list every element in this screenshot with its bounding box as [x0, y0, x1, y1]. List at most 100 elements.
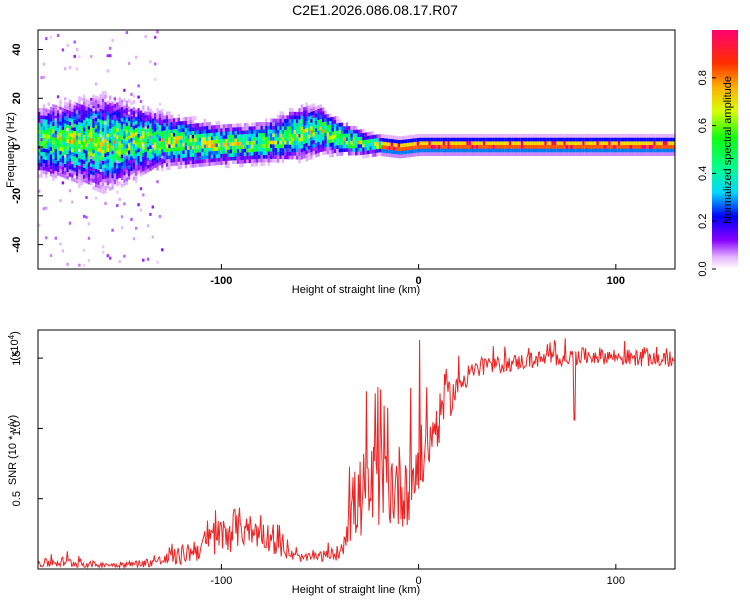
spectrogram-cell: [99, 108, 102, 113]
spectrogram-cell: [239, 159, 242, 164]
spectrogram-cell: [279, 155, 282, 160]
spectrogram-cell: [175, 136, 178, 141]
spectrogram-cell: [177, 114, 180, 118]
spectrogram-cell: [106, 115, 109, 119]
spectrogram-cell: [305, 117, 308, 121]
spectrogram-speckle: [54, 236, 57, 240]
spectrogram-cell: [634, 133, 637, 138]
spectrogram-cell: [449, 137, 453, 142]
spectrogram-cell: [241, 130, 244, 135]
spectrogram-cell: [163, 122, 166, 127]
spectrogram-cell: [73, 127, 76, 132]
spectrogram-speckle: [90, 156, 93, 160]
spectrogram-cell: [239, 152, 242, 157]
spectrogram-cell: [99, 156, 102, 160]
spectrogram-cell: [71, 126, 74, 131]
spectrogram-cell: [530, 148, 533, 153]
spectrogram-cell: [527, 141, 531, 145]
spectrogram-cell: [111, 160, 114, 164]
spectrogram-cell: [445, 152, 448, 156]
spectrogram-cell: [154, 160, 157, 165]
spectrogram-cell: [520, 133, 524, 138]
spectrogram-cell: [411, 142, 415, 146]
spectrogram-cell: [617, 148, 621, 153]
spectrogram-cell: [213, 128, 216, 133]
spectrogram-cell: [123, 112, 126, 117]
spectrogram-cell: [383, 145, 386, 150]
spectrogram-cell: [106, 140, 109, 145]
spectrogram-cell: [149, 156, 152, 160]
spectrogram-cell: [416, 145, 420, 149]
spectrogram-cell: [274, 155, 278, 159]
spectrogram-cell: [210, 132, 214, 137]
spectrogram-cell: [461, 137, 464, 142]
spectrogram-cell: [650, 133, 654, 138]
spectrogram-cell: [80, 130, 83, 134]
spectrogram-cell: [168, 115, 171, 119]
spectrogram-cell: [319, 137, 322, 141]
spectrogram-cell: [329, 150, 332, 154]
spectrogram-cell: [66, 146, 69, 151]
spectrogram-cell: [241, 156, 244, 160]
spectrogram-cell: [49, 125, 53, 129]
spectrogram-cell: [52, 173, 55, 178]
spectrogram-cell: [255, 140, 259, 145]
spectrogram-cell: [324, 140, 327, 144]
spectrogram-cell: [319, 140, 322, 145]
spectrogram-cell: [553, 152, 557, 156]
spectrogram-cell: [243, 130, 247, 135]
spectrogram-cell: [59, 117, 62, 122]
spectrogram-cell: [85, 157, 88, 162]
spectrogram-cell: [101, 164, 105, 169]
spectrogram-cell: [61, 107, 65, 112]
spectrogram-cell: [146, 117, 150, 122]
spectrogram-cell: [137, 126, 140, 131]
spectrogram-cell: [269, 144, 273, 148]
spectrogram-cell: [385, 134, 389, 139]
spectrogram-cell: [319, 118, 322, 123]
spectrogram-cell: [54, 127, 57, 131]
spectrogram-cell: [71, 166, 74, 171]
spectrogram-cell: [478, 137, 481, 142]
spectrogram-cell: [589, 152, 592, 156]
spectrogram-speckle: [109, 256, 112, 260]
spectrogram-cell: [298, 126, 301, 131]
spectrogram-speckle: [85, 175, 88, 179]
spectrogram-speckle: [109, 46, 112, 50]
spectrogram-cell: [542, 152, 545, 156]
spectrogram-cell: [650, 144, 654, 149]
spectrogram-cell: [322, 151, 325, 156]
spectrogram-cell: [572, 144, 576, 149]
spectrogram-cell: [414, 138, 417, 142]
spectrogram-cell: [553, 137, 557, 142]
spectrogram-cell: [80, 155, 83, 160]
spectrogram-cell: [201, 133, 204, 138]
spectrogram-cell: [627, 141, 630, 145]
spectrogram-cell: [225, 142, 228, 147]
spectrogram-cell: [120, 103, 124, 108]
spectrogram-cell: [106, 184, 109, 189]
spectrogram-cell: [165, 133, 169, 138]
spectrogram-cell: [232, 153, 235, 157]
spectrogram-cell: [329, 153, 332, 158]
spectrogram-cell: [154, 116, 157, 121]
spectrogram-cell: [236, 141, 240, 146]
spectrogram-cell: [587, 152, 590, 156]
spectrogram-cell: [94, 132, 98, 137]
spectrogram-cell: [189, 120, 192, 124]
spectrogram-cell: [471, 152, 474, 156]
spectrogram-cell: [87, 122, 91, 126]
spectrogram-cell: [111, 178, 114, 183]
spectrogram-cell: [125, 129, 128, 134]
spectrogram-speckle: [83, 264, 86, 267]
spectrogram-cell: [116, 164, 119, 169]
spectrogram-cell: [54, 130, 57, 135]
spectrogram-cell: [561, 148, 564, 153]
spectrogram-cell: [97, 147, 100, 152]
spectrogram-cell: [251, 159, 254, 163]
spectrogram-cell: [400, 136, 403, 140]
spectrogram-cell: [601, 144, 604, 149]
spectrogram-cell: [331, 127, 334, 132]
spectrogram-speckle: [49, 35, 53, 39]
